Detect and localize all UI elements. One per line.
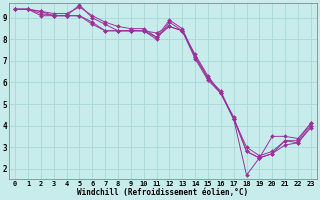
X-axis label: Windchill (Refroidissement éolien,°C): Windchill (Refroidissement éolien,°C) bbox=[77, 188, 249, 197]
